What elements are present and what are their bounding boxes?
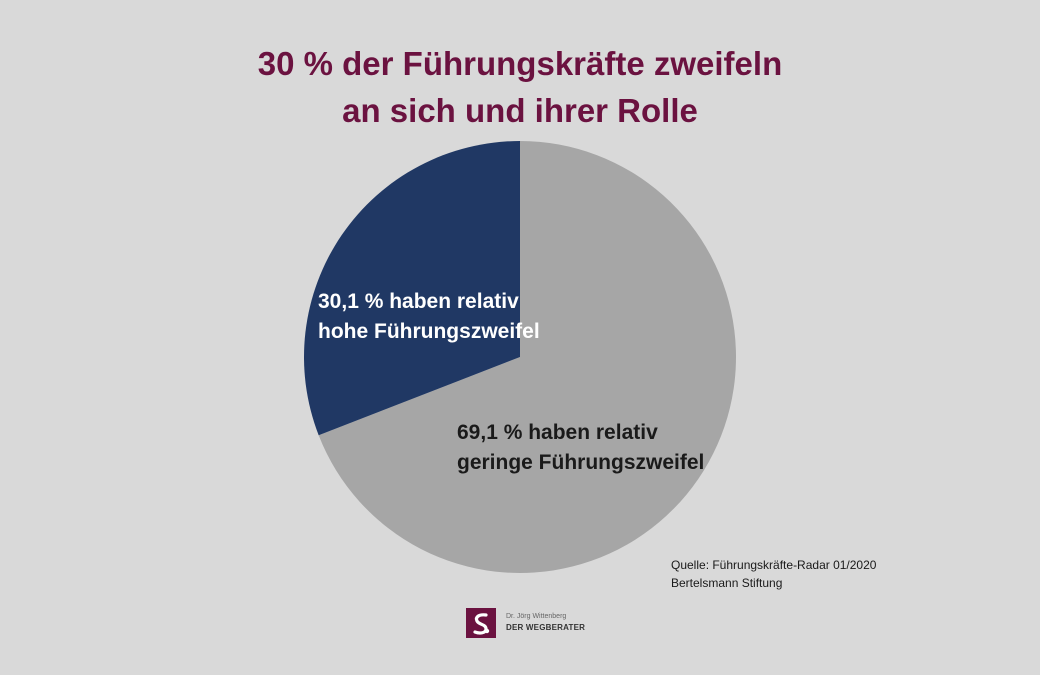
logo-name: Dr. Jörg Wittenberg (506, 613, 567, 620)
chart-title: 30 % der Führungskräfte zweifeln an sich… (0, 40, 1040, 134)
source-line2: Bertelsmann Stiftung (671, 576, 783, 590)
slice-label-low-doubt-line1: 69,1 % haben relativ (457, 421, 658, 444)
source-line1: Quelle: Führungskräfte-Radar 01/2020 (671, 558, 877, 572)
slice-label-high-doubt-line1: 30,1 % haben relativ (318, 290, 519, 313)
pie-slice-low-doubt (318, 141, 736, 574)
pie-slice-high-doubt (304, 141, 520, 436)
slice-label-high-doubt: 30,1 % haben relativ hohe Führungszweife… (318, 287, 540, 347)
chart-title-line2: an sich und ihrer Rolle (342, 92, 698, 129)
source-note: Quelle: Führungskräfte-Radar 01/2020 Ber… (671, 556, 876, 592)
logo-mark-icon (466, 608, 496, 638)
brand-logo: Dr. Jörg Wittenberg DER WEGBERATER (466, 608, 585, 638)
logo-text: Dr. Jörg Wittenberg DER WEGBERATER (506, 612, 585, 634)
slice-label-low-doubt-line2: geringe Führungszweifel (457, 451, 705, 474)
chart-title-line1: 30 % der Führungskräfte zweifeln (257, 45, 783, 82)
logo-brand: DER WEGBERATER (506, 623, 586, 632)
pie-slices (304, 141, 736, 574)
slice-label-high-doubt-line2: hohe Führungszweifel (318, 320, 540, 343)
slice-label-low-doubt: 69,1 % haben relativ geringe Führungszwe… (457, 418, 704, 478)
